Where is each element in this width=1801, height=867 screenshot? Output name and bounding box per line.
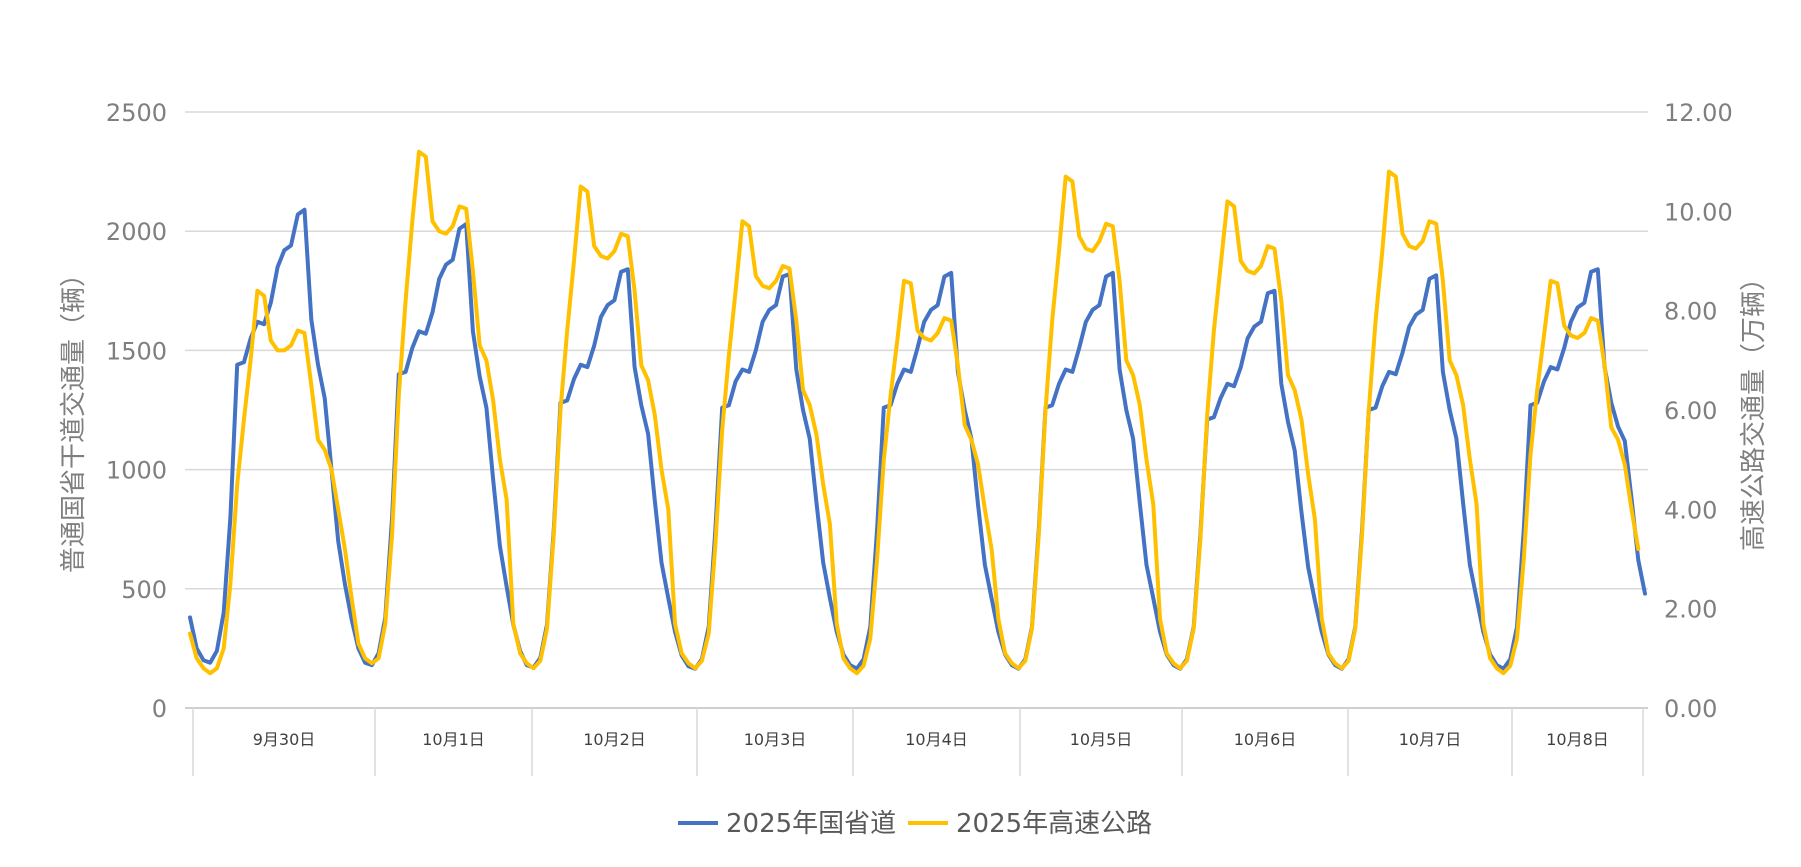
x-category-label: 10月5日 xyxy=(1070,730,1133,749)
x-category-label: 10月2日 xyxy=(583,730,646,749)
legend: 2025年国省道 2025年高速公路 xyxy=(678,809,1152,839)
legend-label-gaosu: 2025年高速公路 xyxy=(956,809,1152,839)
y-right-tick-label: 0.00 xyxy=(1664,695,1717,723)
series-line-gaosu xyxy=(188,149,1641,676)
y-left-tick-label: 500 xyxy=(121,576,167,604)
x-category-label: 10月1日 xyxy=(422,730,485,749)
x-category-label: 9月30日 xyxy=(253,730,316,749)
y-left-tick-label: 1000 xyxy=(106,457,167,485)
legend-label-guoshengdao: 2025年国省道 xyxy=(726,809,896,839)
y-left-tick-label: 0 xyxy=(152,695,167,723)
y-right-tick-label: 12.00 xyxy=(1664,99,1733,127)
grid-layer xyxy=(185,111,1648,709)
y-left-tick-label: 2500 xyxy=(106,99,167,127)
y-right-tick-label: 10.00 xyxy=(1664,198,1733,226)
x-category-label: 10月8日 xyxy=(1546,730,1609,749)
x-category-label: 10月4日 xyxy=(905,730,968,749)
x-category-label: 10月7日 xyxy=(1399,730,1462,749)
y-left-axis-title: 普通国省干道交通量（辆） xyxy=(59,261,89,573)
y-right-axis-title: 高速公路交通量（万辆） xyxy=(1739,265,1769,551)
y-right-tick-label: 8.00 xyxy=(1664,298,1717,326)
y-right-tick-label: 2.00 xyxy=(1664,596,1717,624)
series-layer xyxy=(188,149,1647,676)
y-left-tick-label: 1500 xyxy=(106,337,167,365)
y-left-tick-label: 2000 xyxy=(106,218,167,246)
x-category-label: 10月3日 xyxy=(744,730,807,749)
y-right-tick-label: 4.00 xyxy=(1664,496,1717,524)
series-line-guoshengdao xyxy=(188,207,1647,671)
y-right-tick-label: 6.00 xyxy=(1664,397,1717,425)
x-category-label: 10月6日 xyxy=(1234,730,1297,749)
axis-layer: 0 500 1000 1500 2000 2500 0.00 2.00 4.00 6.00 8.00… xyxy=(106,99,1733,776)
